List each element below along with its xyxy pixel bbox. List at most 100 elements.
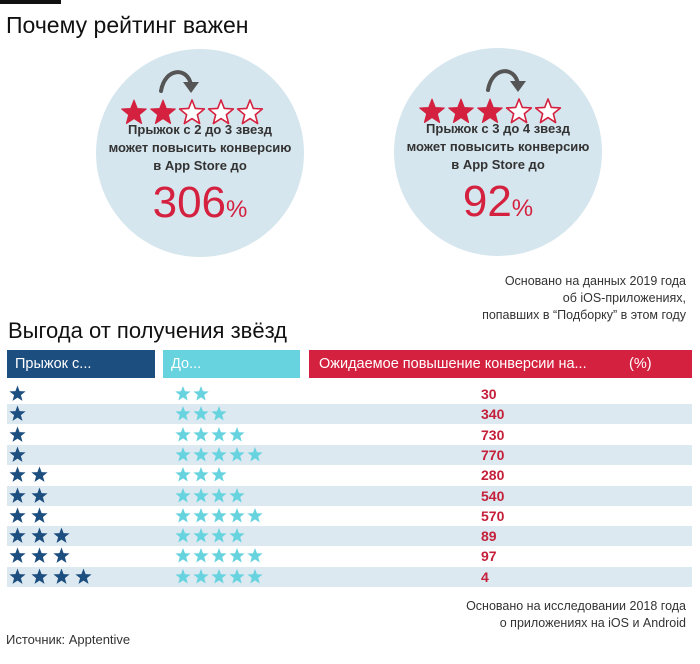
conversion-card-2-to-3: Прыжок с 2 до 3 звезд может повысить кон…: [96, 49, 304, 257]
star-icon: [175, 487, 191, 502]
star-icon: [229, 487, 245, 502]
star-icon: [9, 385, 26, 401]
note-line: Основано на данных 2019 года: [504, 274, 686, 288]
row-value: 280: [481, 467, 505, 484]
card-value-number: 92: [462, 177, 512, 226]
star-rating-icons: [9, 507, 48, 523]
filled-star-icon: [448, 98, 474, 124]
star-icon: [53, 527, 70, 543]
star-icon: [211, 467, 227, 482]
star-rating-icons: [9, 385, 26, 401]
row-from-stars: [7, 384, 33, 404]
top-rule: [0, 0, 61, 4]
row-value: 770: [481, 446, 505, 463]
row-from-stars: [7, 567, 99, 587]
table-row: 280: [7, 465, 692, 485]
note-line: Основано на исследовании 2018 года: [466, 599, 686, 613]
star-icon: [9, 547, 26, 564]
star-rating-icons: [9, 527, 70, 543]
empty-star-icon: [534, 98, 562, 124]
row-to-stars: [173, 567, 267, 587]
star-icon: [175, 446, 191, 462]
stars-and-arrow-graphic: [121, 70, 264, 125]
star-icon: [193, 426, 209, 442]
row-to-stars: [173, 546, 267, 566]
card-description-line: в App Store до: [153, 158, 247, 173]
star-icon: [211, 406, 227, 421]
source-credit: Источник: Apptentive: [6, 632, 131, 647]
star-icon: [193, 548, 209, 563]
star-icon: [175, 386, 191, 401]
note-line: о приложениях на iOS и Android: [499, 616, 686, 630]
star-rating-icons: [175, 386, 209, 401]
row-from-stars: [7, 425, 33, 445]
star-icon: [9, 507, 26, 523]
star-icon: [211, 528, 227, 543]
card-value-unit: %: [511, 195, 534, 222]
row-from-stars: [7, 526, 77, 546]
star-icon: [31, 487, 48, 503]
star-icon: [9, 466, 26, 483]
column-header-from-label: Прыжок с...: [15, 356, 92, 372]
star-icon: [193, 528, 209, 543]
column-header-value-label: Ожидаемое повышение конверсии на...: [319, 356, 587, 372]
star-icon: [31, 466, 48, 483]
star-icon: [229, 446, 245, 462]
star-rating-icons: [9, 487, 48, 503]
star-rating-icons: [175, 568, 263, 584]
filled-star-icon: [121, 99, 147, 125]
star-icon: [175, 548, 191, 563]
star-icon: [211, 426, 227, 442]
star-icon: [9, 487, 26, 503]
table-row: 540: [7, 485, 692, 506]
star-icon: [175, 406, 191, 421]
table-row: 570: [7, 506, 692, 526]
card-description: Прыжок с 2 до 3 звезд может повысить кон…: [100, 121, 300, 175]
card-value-number: 306: [152, 178, 227, 227]
star-icon: [229, 548, 245, 563]
star-icon: [193, 446, 209, 462]
arrow-head-icon: [510, 81, 526, 92]
star-rating-icons: [9, 547, 70, 564]
star-icon: [193, 507, 209, 523]
filled-star-icon: [477, 98, 503, 124]
star-rating-icons: [175, 528, 245, 543]
star-rating-icons: [9, 466, 48, 483]
star-icon: [193, 467, 209, 482]
star-icon: [247, 548, 263, 563]
star-icon: [53, 568, 70, 584]
empty-star-icon: [236, 99, 264, 125]
table-row: 340: [7, 404, 692, 425]
data-note-2018: Основано на исследовании 2018 года о при…: [466, 598, 686, 632]
card-value-unit: %: [226, 196, 248, 223]
row-from-stars: [7, 486, 55, 506]
card-description-line: Прыжок с 2 до 3 звезд: [128, 122, 272, 137]
star-icon: [53, 547, 70, 564]
star-rating-icons: [175, 507, 263, 523]
row-value: 4: [481, 568, 489, 585]
card-description-line: может повысить конверсию: [406, 139, 590, 154]
star-rating-icons: [9, 426, 26, 442]
table-row: 730: [7, 425, 692, 445]
page-title: Почему рейтинг важен: [6, 12, 249, 38]
curved-arrow-icon: [486, 69, 520, 92]
star-icon: [229, 568, 245, 584]
table-row: 770: [7, 444, 692, 465]
column-header-to-label: До...: [171, 356, 202, 372]
star-icon: [193, 487, 209, 502]
star-icon: [247, 568, 263, 584]
row-to-stars: [173, 404, 231, 424]
star-rating-icons: [175, 406, 227, 421]
star-icon: [175, 426, 191, 442]
column-header-from: Прыжок с...: [7, 350, 155, 378]
star-icon: [9, 446, 26, 462]
table-row: 89: [7, 526, 692, 547]
star-rating-icons: [175, 548, 263, 563]
star-icon: [175, 528, 191, 543]
table-row: 97: [7, 546, 692, 566]
row-to-stars: [173, 506, 267, 526]
table-row: 4: [7, 566, 692, 587]
card-description: Прыжок с 3 до 4 звезд может повысить кон…: [398, 120, 598, 174]
star-rating-icons: [9, 405, 26, 422]
star-icon: [9, 527, 26, 543]
